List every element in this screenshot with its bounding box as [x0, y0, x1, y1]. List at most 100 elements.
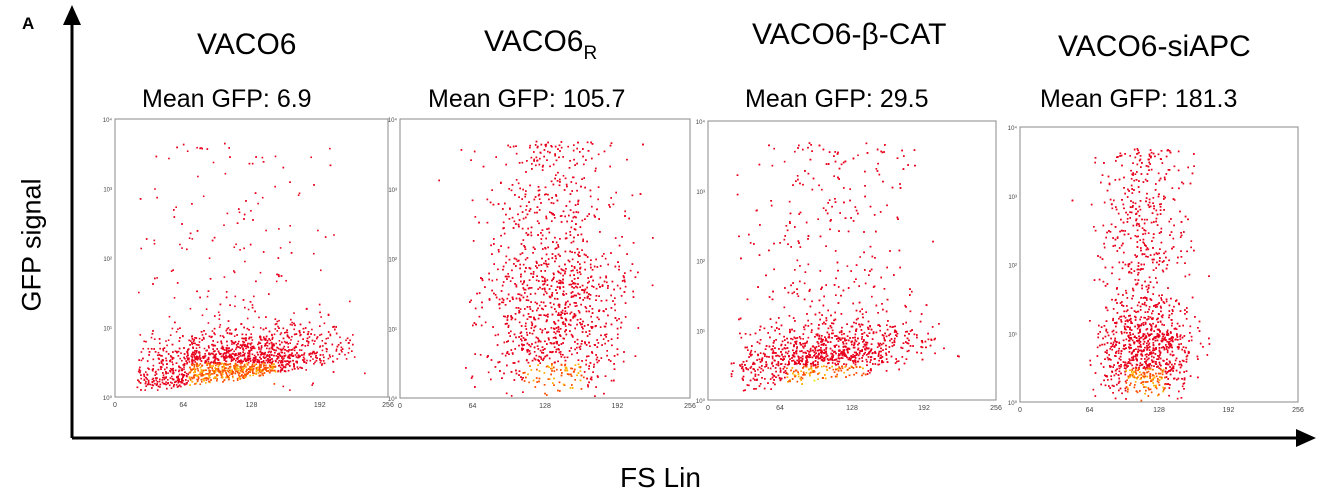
event-dot — [199, 358, 201, 361]
event-dot — [502, 301, 505, 304]
event-dot — [162, 363, 164, 366]
event-dot — [572, 269, 574, 272]
event-dot — [281, 341, 283, 344]
event-dot — [567, 145, 569, 148]
event-dot — [252, 359, 254, 361]
event-dot — [560, 316, 562, 319]
event-dot — [191, 335, 193, 337]
event-dot — [175, 331, 178, 333]
event-dot — [262, 251, 265, 253]
event-dot — [290, 354, 292, 357]
event-dot — [195, 337, 198, 339]
event-dot — [235, 346, 238, 349]
event-dot — [532, 271, 535, 273]
event-dot — [302, 359, 304, 361]
event-dot — [201, 372, 203, 375]
event-dot — [213, 332, 215, 334]
event-dot — [161, 381, 164, 384]
event-dot — [187, 358, 189, 361]
event-dot — [182, 364, 185, 366]
event-dot — [529, 208, 532, 210]
event-dot — [154, 371, 157, 374]
event-dot — [230, 357, 233, 359]
event-dot — [199, 383, 201, 385]
event-dot — [595, 299, 597, 301]
event-dot — [290, 353, 293, 356]
event-dot — [245, 337, 247, 339]
event-dot — [233, 350, 235, 353]
event-dot — [578, 311, 581, 314]
event-dot — [585, 344, 588, 346]
event-dot — [541, 351, 543, 354]
event-dot — [188, 371, 191, 374]
event-dot — [207, 345, 210, 347]
event-dot — [201, 365, 203, 367]
event-dot — [616, 353, 619, 356]
event-dot — [178, 378, 181, 381]
event-dot — [528, 267, 531, 269]
event-dot — [565, 183, 568, 186]
event-dot — [214, 367, 216, 369]
event-dot — [603, 253, 605, 255]
event-dot — [169, 370, 171, 372]
event-dot — [598, 283, 600, 286]
event-dot — [552, 163, 555, 166]
event-dot — [175, 206, 177, 208]
event-dot — [624, 316, 627, 318]
y-tick-label: 10¹ — [103, 327, 112, 333]
event-dot — [217, 359, 220, 361]
event-dot — [629, 269, 632, 272]
event-dot — [616, 337, 619, 339]
event-dot — [188, 361, 191, 363]
event-dot — [203, 356, 206, 359]
event-dot — [258, 368, 260, 371]
event-dot — [584, 268, 586, 271]
event-dot — [544, 260, 547, 262]
event-dot — [573, 228, 576, 230]
event-dot — [265, 229, 267, 232]
event-dot — [533, 351, 536, 353]
panel-title-text: VACO6 — [484, 25, 584, 58]
event-dot — [237, 361, 239, 363]
event-dot — [153, 338, 156, 340]
event-dot — [569, 231, 571, 233]
event-dot — [291, 324, 293, 326]
event-dot — [297, 194, 300, 196]
event-dot — [207, 358, 210, 360]
event-dot — [532, 379, 535, 382]
event-dot — [537, 317, 540, 320]
event-dot — [315, 359, 318, 362]
event-dot — [234, 367, 237, 369]
event-dot — [538, 198, 541, 200]
event-dot — [259, 374, 262, 377]
event-dot — [538, 355, 540, 358]
event-dot — [570, 241, 573, 244]
event-dot — [319, 354, 322, 356]
event-dot — [604, 375, 607, 377]
event-dot — [228, 353, 231, 356]
event-dot — [286, 334, 289, 336]
event-dot — [560, 369, 562, 371]
event-dot — [143, 340, 145, 343]
event-dot — [592, 279, 594, 282]
event-dot — [265, 367, 268, 369]
event-dot — [223, 364, 225, 366]
event-dot — [232, 376, 234, 379]
event-dot — [243, 358, 246, 361]
event-dot — [264, 343, 267, 345]
mean-gfp-label: Mean GFP: — [142, 85, 270, 113]
event-dot — [260, 345, 263, 347]
event-dot — [238, 353, 240, 356]
event-dot — [193, 355, 195, 357]
event-dot — [200, 360, 203, 362]
event-dot — [508, 258, 511, 261]
event-dot — [571, 258, 574, 261]
event-dot — [609, 165, 611, 168]
event-dot — [242, 349, 245, 351]
event-dot — [584, 288, 587, 291]
event-dot — [177, 350, 180, 353]
event-dot — [624, 302, 627, 304]
event-dot — [523, 245, 525, 247]
event-dot — [230, 354, 232, 356]
event-dot — [573, 266, 576, 268]
